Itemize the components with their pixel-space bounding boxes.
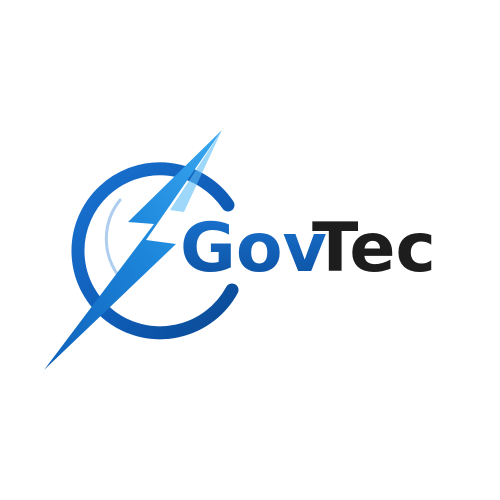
- brand-name-tec: Tec: [312, 209, 436, 288]
- lightning-bolt-icon: [44, 130, 222, 370]
- brand-name-gov: Gov: [180, 209, 327, 288]
- ring-icon: [71, 162, 239, 340]
